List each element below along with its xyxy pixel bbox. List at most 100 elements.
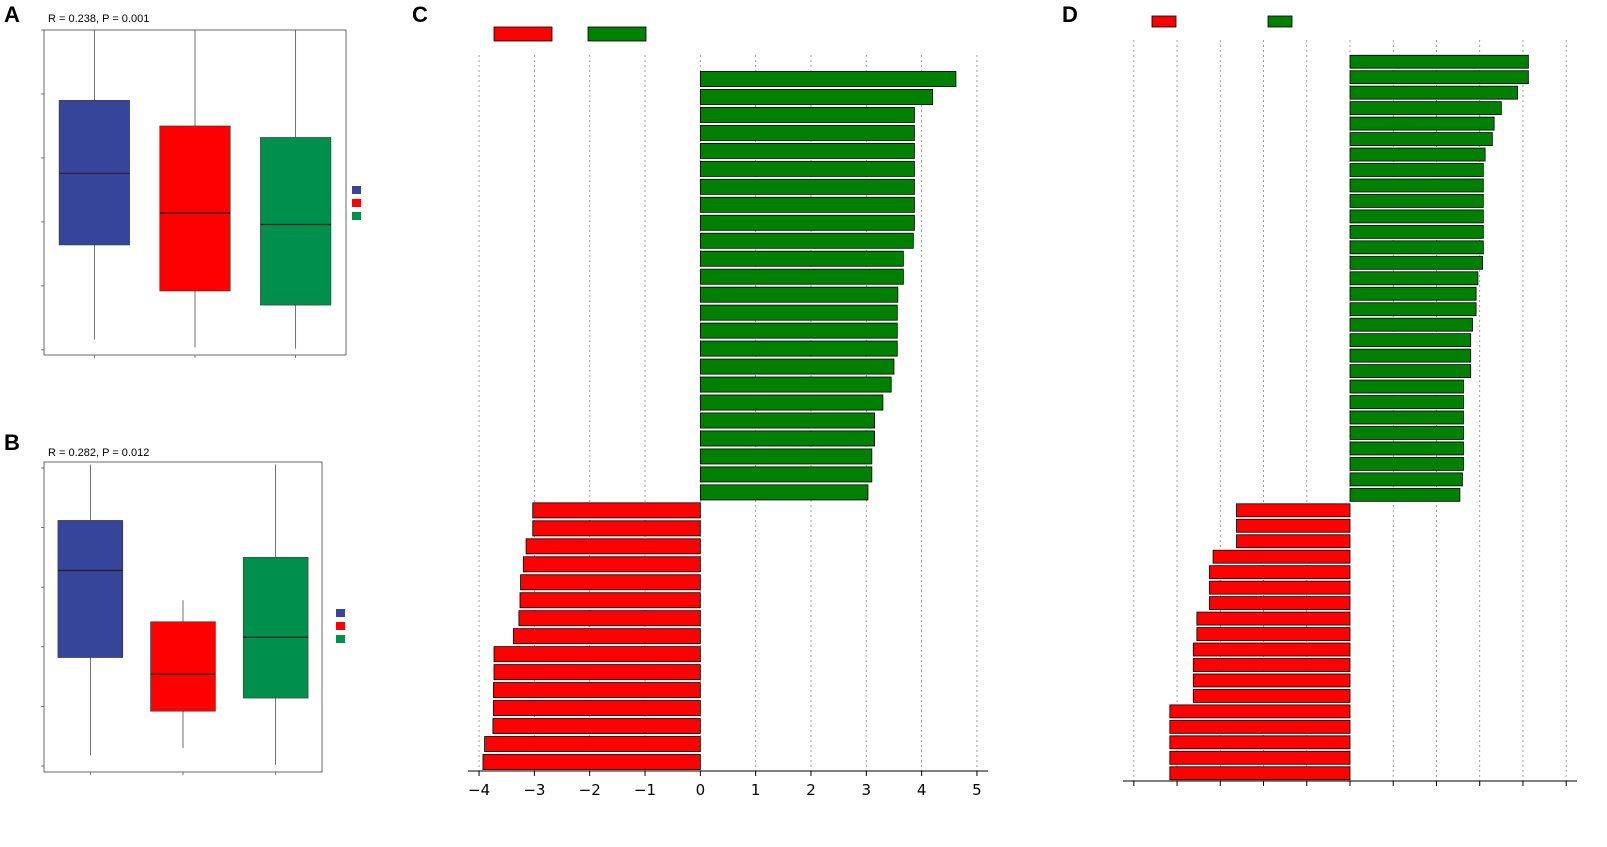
bar-positive [699,160,915,177]
bar-positive [699,430,875,447]
box-pfbs [260,137,332,306]
lda-panel-d [1123,15,1577,786]
bar-positive [699,142,915,159]
legend-swatch-nhf [493,26,553,42]
legend-swatch-between [336,609,345,617]
bar-positive [699,214,915,231]
bar-negative [1192,689,1351,703]
legend-swatch-pfbs [587,26,647,42]
bar-negative [532,502,701,519]
box-between [57,520,124,658]
panel-letter-d: D [1062,2,1078,27]
bar-negative [1196,611,1351,626]
bar-positive [699,412,875,429]
x-tick-label: 3 [862,781,872,799]
bar-positive [699,286,899,303]
legend-swatch-prsopwpp [1267,15,1293,28]
bar-positive [1349,178,1484,193]
bar-negative [1209,596,1351,611]
boxplot-panel-b [41,461,345,775]
bar-negative [518,610,701,627]
bar-positive [699,232,914,249]
bar-positive [1349,441,1464,456]
legend-swatch-prsopwnp [336,635,345,643]
bar-positive [1349,132,1493,146]
bar-negative [1209,580,1351,595]
bar-positive [1349,240,1484,255]
bar-positive [1349,364,1472,378]
bar-negative [522,556,701,573]
bar-positive [1349,302,1477,317]
bar-positive [1349,317,1473,332]
bar-positive [699,124,915,141]
bar-positive [699,89,934,105]
bar-negative [1212,549,1351,564]
bar-negative [1169,719,1351,734]
x-tick-label: 5 [972,781,982,799]
bar-positive [1349,255,1483,270]
bar-positive [699,394,884,411]
bar-negative [520,574,701,591]
box-between [58,100,130,246]
bar-positive [1349,147,1486,162]
panel-letter-a: A [4,2,20,27]
box-prsopwpp [150,621,216,712]
bar-positive [699,358,895,375]
bar-positive [699,376,892,393]
x-tick-label: 1 [751,781,761,799]
bar-positive [699,340,898,357]
bar-negative [493,646,701,663]
bar-positive [1349,209,1484,224]
bar-positive [1349,286,1477,301]
bar-positive [1349,457,1464,471]
bar-negative [484,736,701,752]
legend-swatch-pfbs [352,212,361,220]
bar-negative [482,754,701,770]
bar-positive [1349,224,1484,239]
bar-negative [1192,642,1351,657]
bar-negative [493,664,701,681]
bar-negative [493,700,701,717]
x-tick-label: −1 [634,781,656,799]
bar-positive [1349,410,1464,425]
bar-positive [1349,271,1479,286]
bar-positive [1349,395,1464,409]
bar-positive [699,448,873,465]
bar-negative [1169,750,1351,765]
bar-positive [1349,54,1529,69]
bar-negative [1192,673,1351,688]
box-prsopwnp [242,557,309,699]
boxplot-panel-a [41,29,361,358]
bar-negative [492,718,701,735]
bar-negative [1209,565,1351,580]
bar-positive [699,466,873,483]
bar-negative [1236,503,1351,518]
bar-positive [1349,101,1502,116]
bar-positive [699,71,957,87]
bar-positive [1349,426,1464,440]
bar-positive [699,178,915,195]
bar-positive [699,322,898,339]
bar-positive [699,196,915,213]
bar-negative [1169,735,1351,750]
bar-negative [532,520,701,537]
bar-positive [1349,85,1518,100]
panel-b-stat: R = 0.282, P = 0.012 [48,447,149,459]
bar-negative [1196,627,1351,641]
bar-negative [1192,658,1351,672]
legend-swatch-nhf [352,199,361,207]
box-nhf [159,125,231,292]
bar-positive [1349,348,1472,363]
bar-positive [1349,379,1464,394]
bar-positive [699,304,898,321]
legend-swatch-between [352,186,361,194]
bar-positive [699,484,869,501]
bar-negative [519,592,701,609]
bar-positive [699,106,915,123]
bar-negative [1169,766,1351,781]
panel-letter-c: C [412,2,428,27]
bar-negative [525,538,701,555]
bar-negative [1236,518,1351,533]
bar-positive [1349,487,1461,502]
